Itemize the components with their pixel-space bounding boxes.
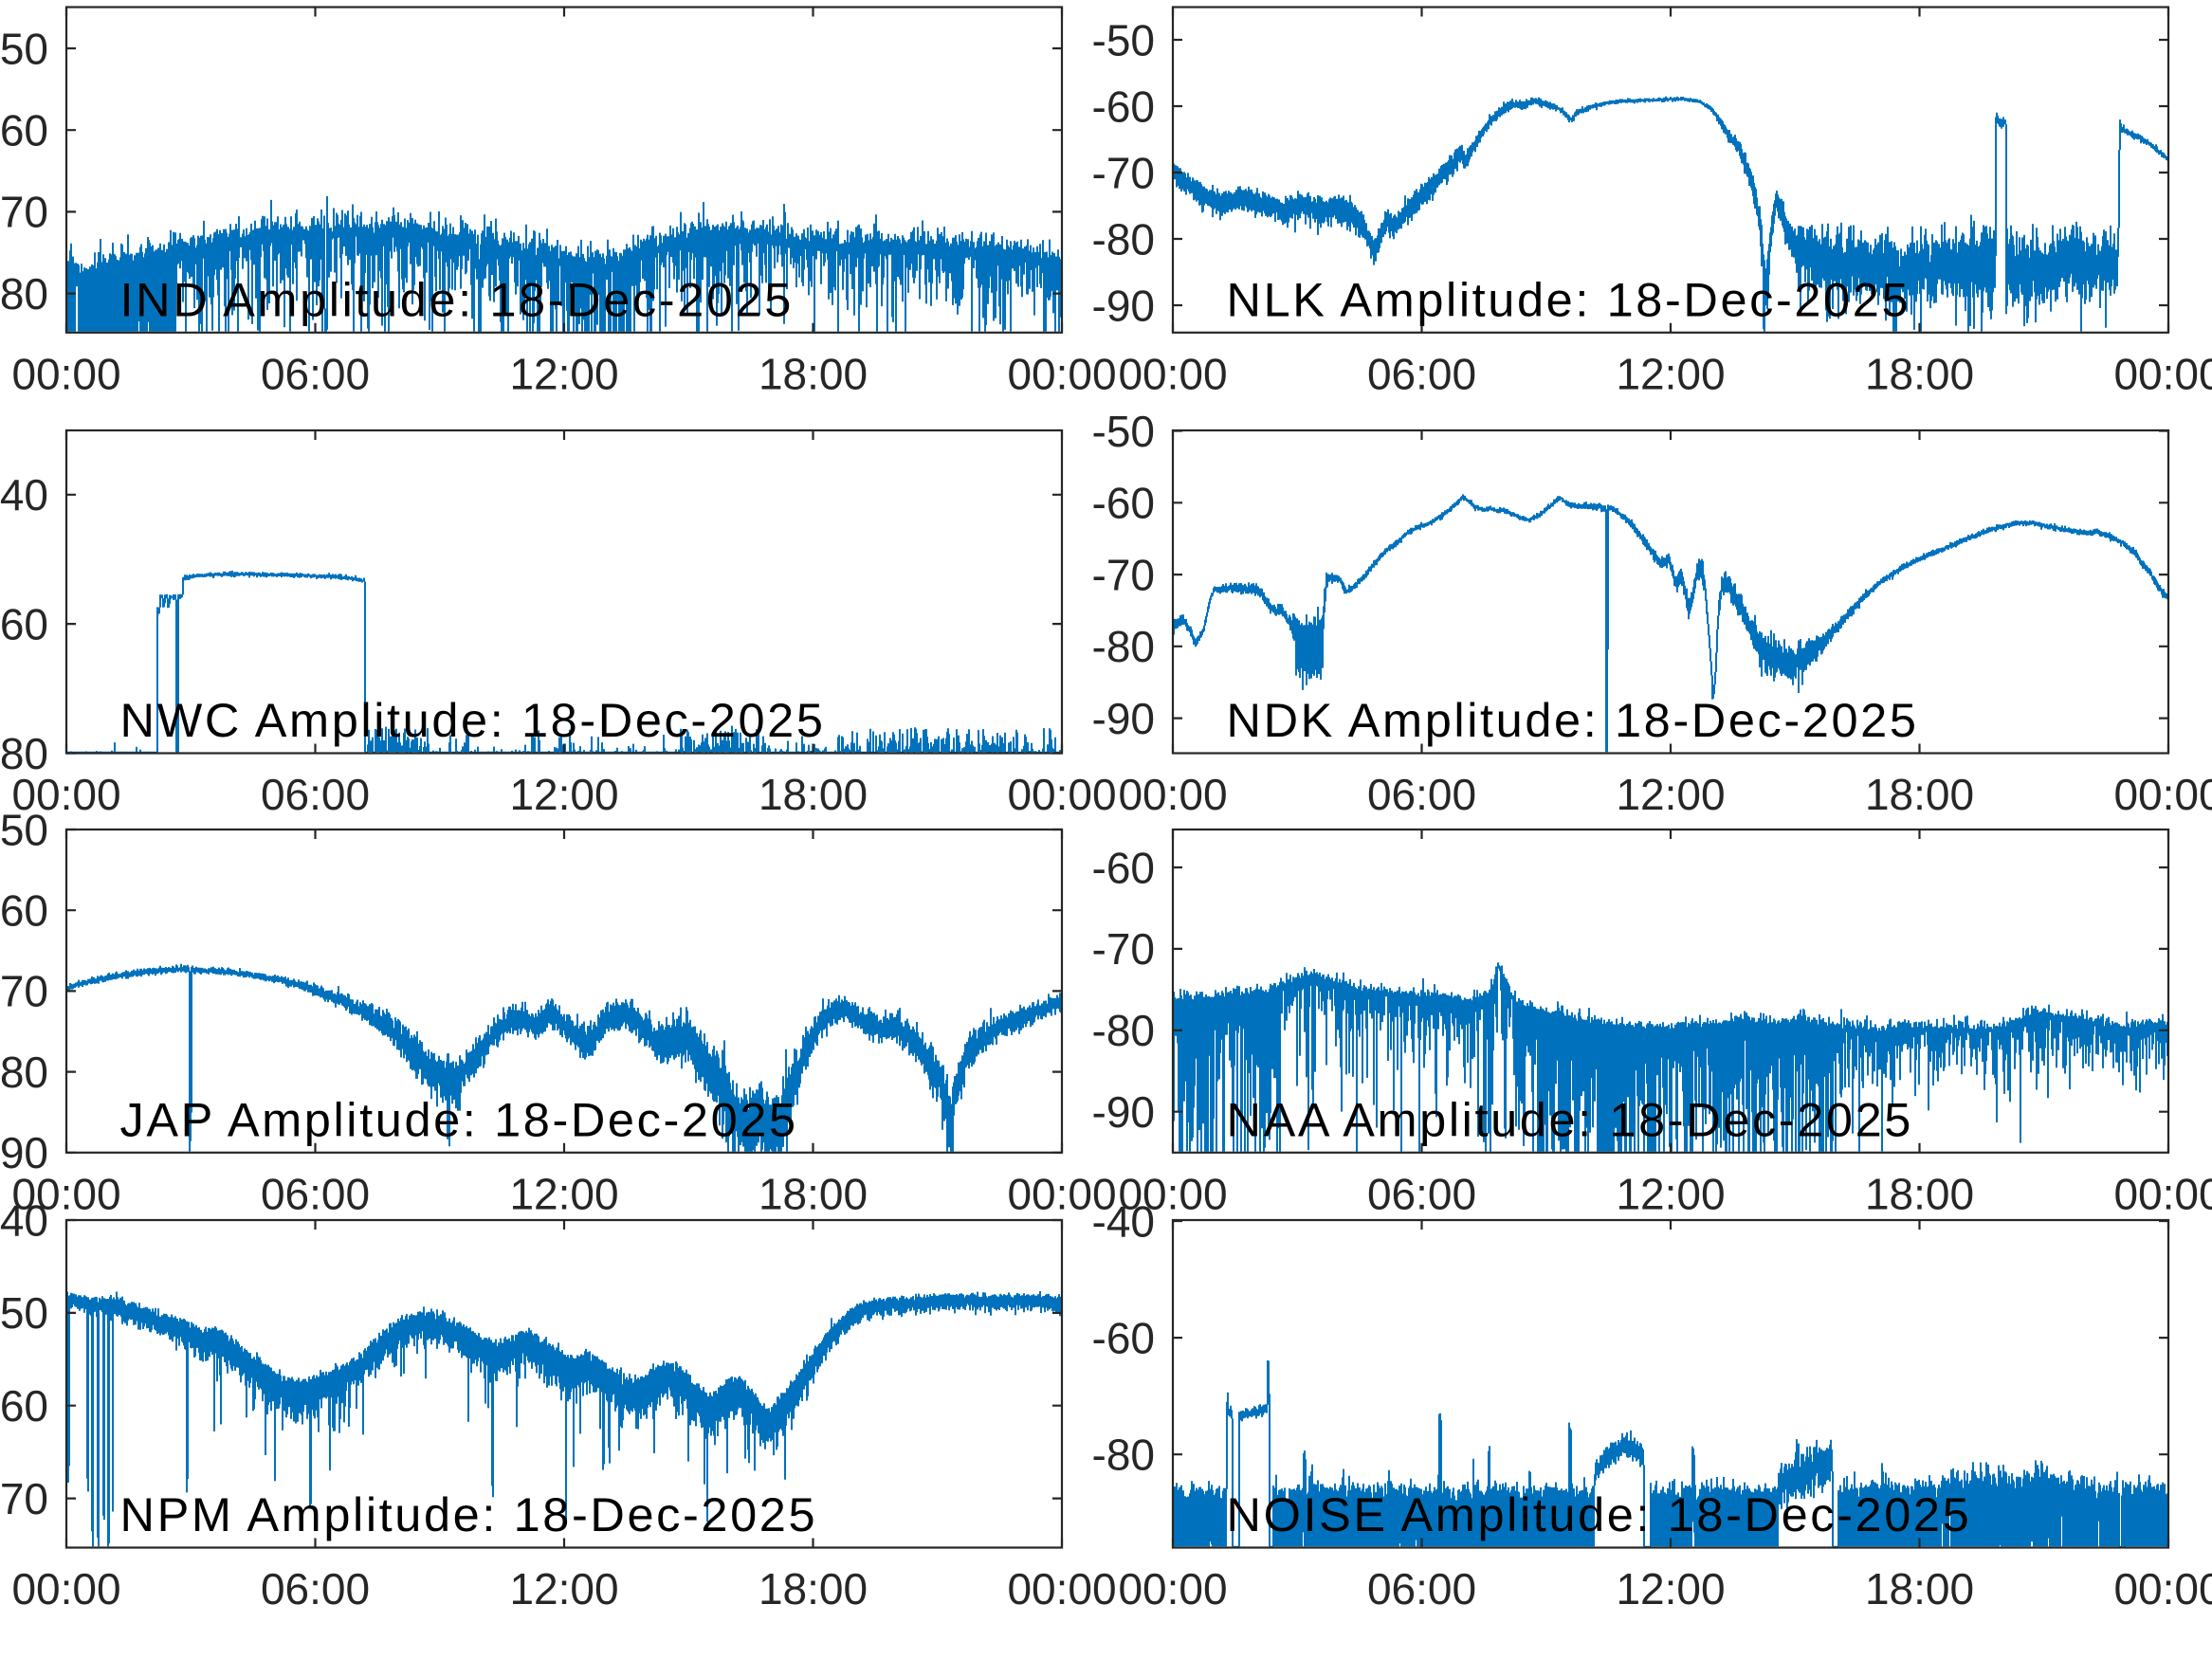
svg-text:-60: -60 <box>0 106 48 155</box>
svg-text:00:00: 00:00 <box>11 770 120 819</box>
svg-text:-90: -90 <box>1092 281 1155 330</box>
svg-text:NPM Amplitude: 18-Dec-2025: NPM Amplitude: 18-Dec-2025 <box>120 1487 818 1541</box>
svg-text:-60: -60 <box>1092 1313 1155 1362</box>
svg-text:-50: -50 <box>1092 15 1155 64</box>
svg-text:00:00: 00:00 <box>1007 1169 1116 1218</box>
svg-text:00:00: 00:00 <box>1118 770 1227 819</box>
svg-text:06:00: 06:00 <box>261 1564 370 1613</box>
svg-text:-50: -50 <box>0 805 48 854</box>
svg-text:-40: -40 <box>0 470 48 520</box>
svg-text:00:00: 00:00 <box>2113 1169 2212 1218</box>
svg-text:12:00: 12:00 <box>1616 349 1725 398</box>
svg-text:06:00: 06:00 <box>261 349 370 398</box>
svg-text:00:00: 00:00 <box>1118 349 1227 398</box>
svg-text:-50: -50 <box>0 1288 48 1338</box>
svg-text:-80: -80 <box>0 729 48 778</box>
svg-text:18:00: 18:00 <box>759 1564 868 1613</box>
svg-text:-70: -70 <box>1092 148 1155 197</box>
svg-text:-90: -90 <box>1092 694 1155 743</box>
svg-text:12:00: 12:00 <box>509 1169 618 1218</box>
svg-text:06:00: 06:00 <box>261 770 370 819</box>
svg-text:06:00: 06:00 <box>1367 1564 1476 1613</box>
svg-text:-70: -70 <box>1092 550 1155 599</box>
svg-text:18:00: 18:00 <box>1865 1564 1974 1613</box>
svg-text:12:00: 12:00 <box>1616 1169 1725 1218</box>
svg-text:-60: -60 <box>1092 479 1155 528</box>
svg-text:-50: -50 <box>1092 407 1155 456</box>
svg-text:-70: -70 <box>0 967 48 1016</box>
svg-text:18:00: 18:00 <box>1865 1169 1974 1218</box>
svg-text:18:00: 18:00 <box>759 1169 868 1218</box>
svg-text:12:00: 12:00 <box>509 1564 618 1613</box>
svg-text:06:00: 06:00 <box>1367 349 1476 398</box>
svg-text:12:00: 12:00 <box>509 770 618 819</box>
svg-text:18:00: 18:00 <box>1865 770 1974 819</box>
svg-text:18:00: 18:00 <box>759 770 868 819</box>
svg-text:-80: -80 <box>1092 1431 1155 1480</box>
svg-text:06:00: 06:00 <box>261 1169 370 1218</box>
svg-text:-40: -40 <box>1092 1196 1155 1246</box>
svg-text:00:00: 00:00 <box>2113 1564 2212 1613</box>
svg-text:12:00: 12:00 <box>1616 1564 1725 1613</box>
svg-text:JAP Amplitude: 18-Dec-2025: JAP Amplitude: 18-Dec-2025 <box>120 1092 798 1146</box>
svg-text:18:00: 18:00 <box>1865 349 1974 398</box>
svg-text:00:00: 00:00 <box>1007 349 1116 398</box>
svg-text:00:00: 00:00 <box>11 349 120 398</box>
svg-text:-80: -80 <box>1092 214 1155 264</box>
svg-text:00:00: 00:00 <box>1007 1564 1116 1613</box>
svg-text:-50: -50 <box>0 24 48 73</box>
svg-text:00:00: 00:00 <box>11 1564 120 1613</box>
svg-text:12:00: 12:00 <box>509 349 618 398</box>
svg-text:-40: -40 <box>0 1195 48 1245</box>
svg-text:NDK Amplitude: 18-Dec-2025: NDK Amplitude: 18-Dec-2025 <box>1227 693 1919 747</box>
svg-text:-60: -60 <box>1092 82 1155 131</box>
svg-text:-60: -60 <box>0 886 48 936</box>
svg-text:-80: -80 <box>1092 622 1155 671</box>
svg-text:NWC Amplitude: 18-Dec-2025: NWC Amplitude: 18-Dec-2025 <box>120 693 826 747</box>
svg-text:-80: -80 <box>0 1048 48 1097</box>
svg-text:00:00: 00:00 <box>2113 770 2212 819</box>
svg-text:00:00: 00:00 <box>1118 1564 1227 1613</box>
svg-text:00:00: 00:00 <box>2113 349 2212 398</box>
svg-text:00:00: 00:00 <box>1007 770 1116 819</box>
svg-text:-70: -70 <box>1092 924 1155 974</box>
svg-text:00:00: 00:00 <box>11 1169 120 1218</box>
svg-text:NLK Amplitude: 18-Dec-2025: NLK Amplitude: 18-Dec-2025 <box>1227 272 1911 326</box>
svg-text:06:00: 06:00 <box>1367 1169 1476 1218</box>
svg-text:-70: -70 <box>0 1474 48 1523</box>
svg-text:18:00: 18:00 <box>759 349 868 398</box>
svg-text:-60: -60 <box>1092 843 1155 892</box>
svg-text:NAA Amplitude: 18-Dec-2025: NAA Amplitude: 18-Dec-2025 <box>1227 1092 1913 1146</box>
svg-text:-80: -80 <box>1092 1006 1155 1055</box>
svg-text:12:00: 12:00 <box>1616 770 1725 819</box>
svg-text:-60: -60 <box>0 1381 48 1431</box>
svg-text:06:00: 06:00 <box>1367 770 1476 819</box>
svg-text:NOISE Amplitude: 18-Dec-2025: NOISE Amplitude: 18-Dec-2025 <box>1227 1487 1972 1541</box>
svg-text:00:00: 00:00 <box>1118 1169 1227 1218</box>
svg-text:-90: -90 <box>0 1128 48 1177</box>
svg-text:-80: -80 <box>0 269 48 319</box>
svg-text:IND Amplitude: 18-Dec-2025: IND Amplitude: 18-Dec-2025 <box>120 272 794 326</box>
svg-text:-70: -70 <box>0 188 48 237</box>
svg-text:-60: -60 <box>0 599 48 648</box>
svg-text:-90: -90 <box>1092 1087 1155 1137</box>
